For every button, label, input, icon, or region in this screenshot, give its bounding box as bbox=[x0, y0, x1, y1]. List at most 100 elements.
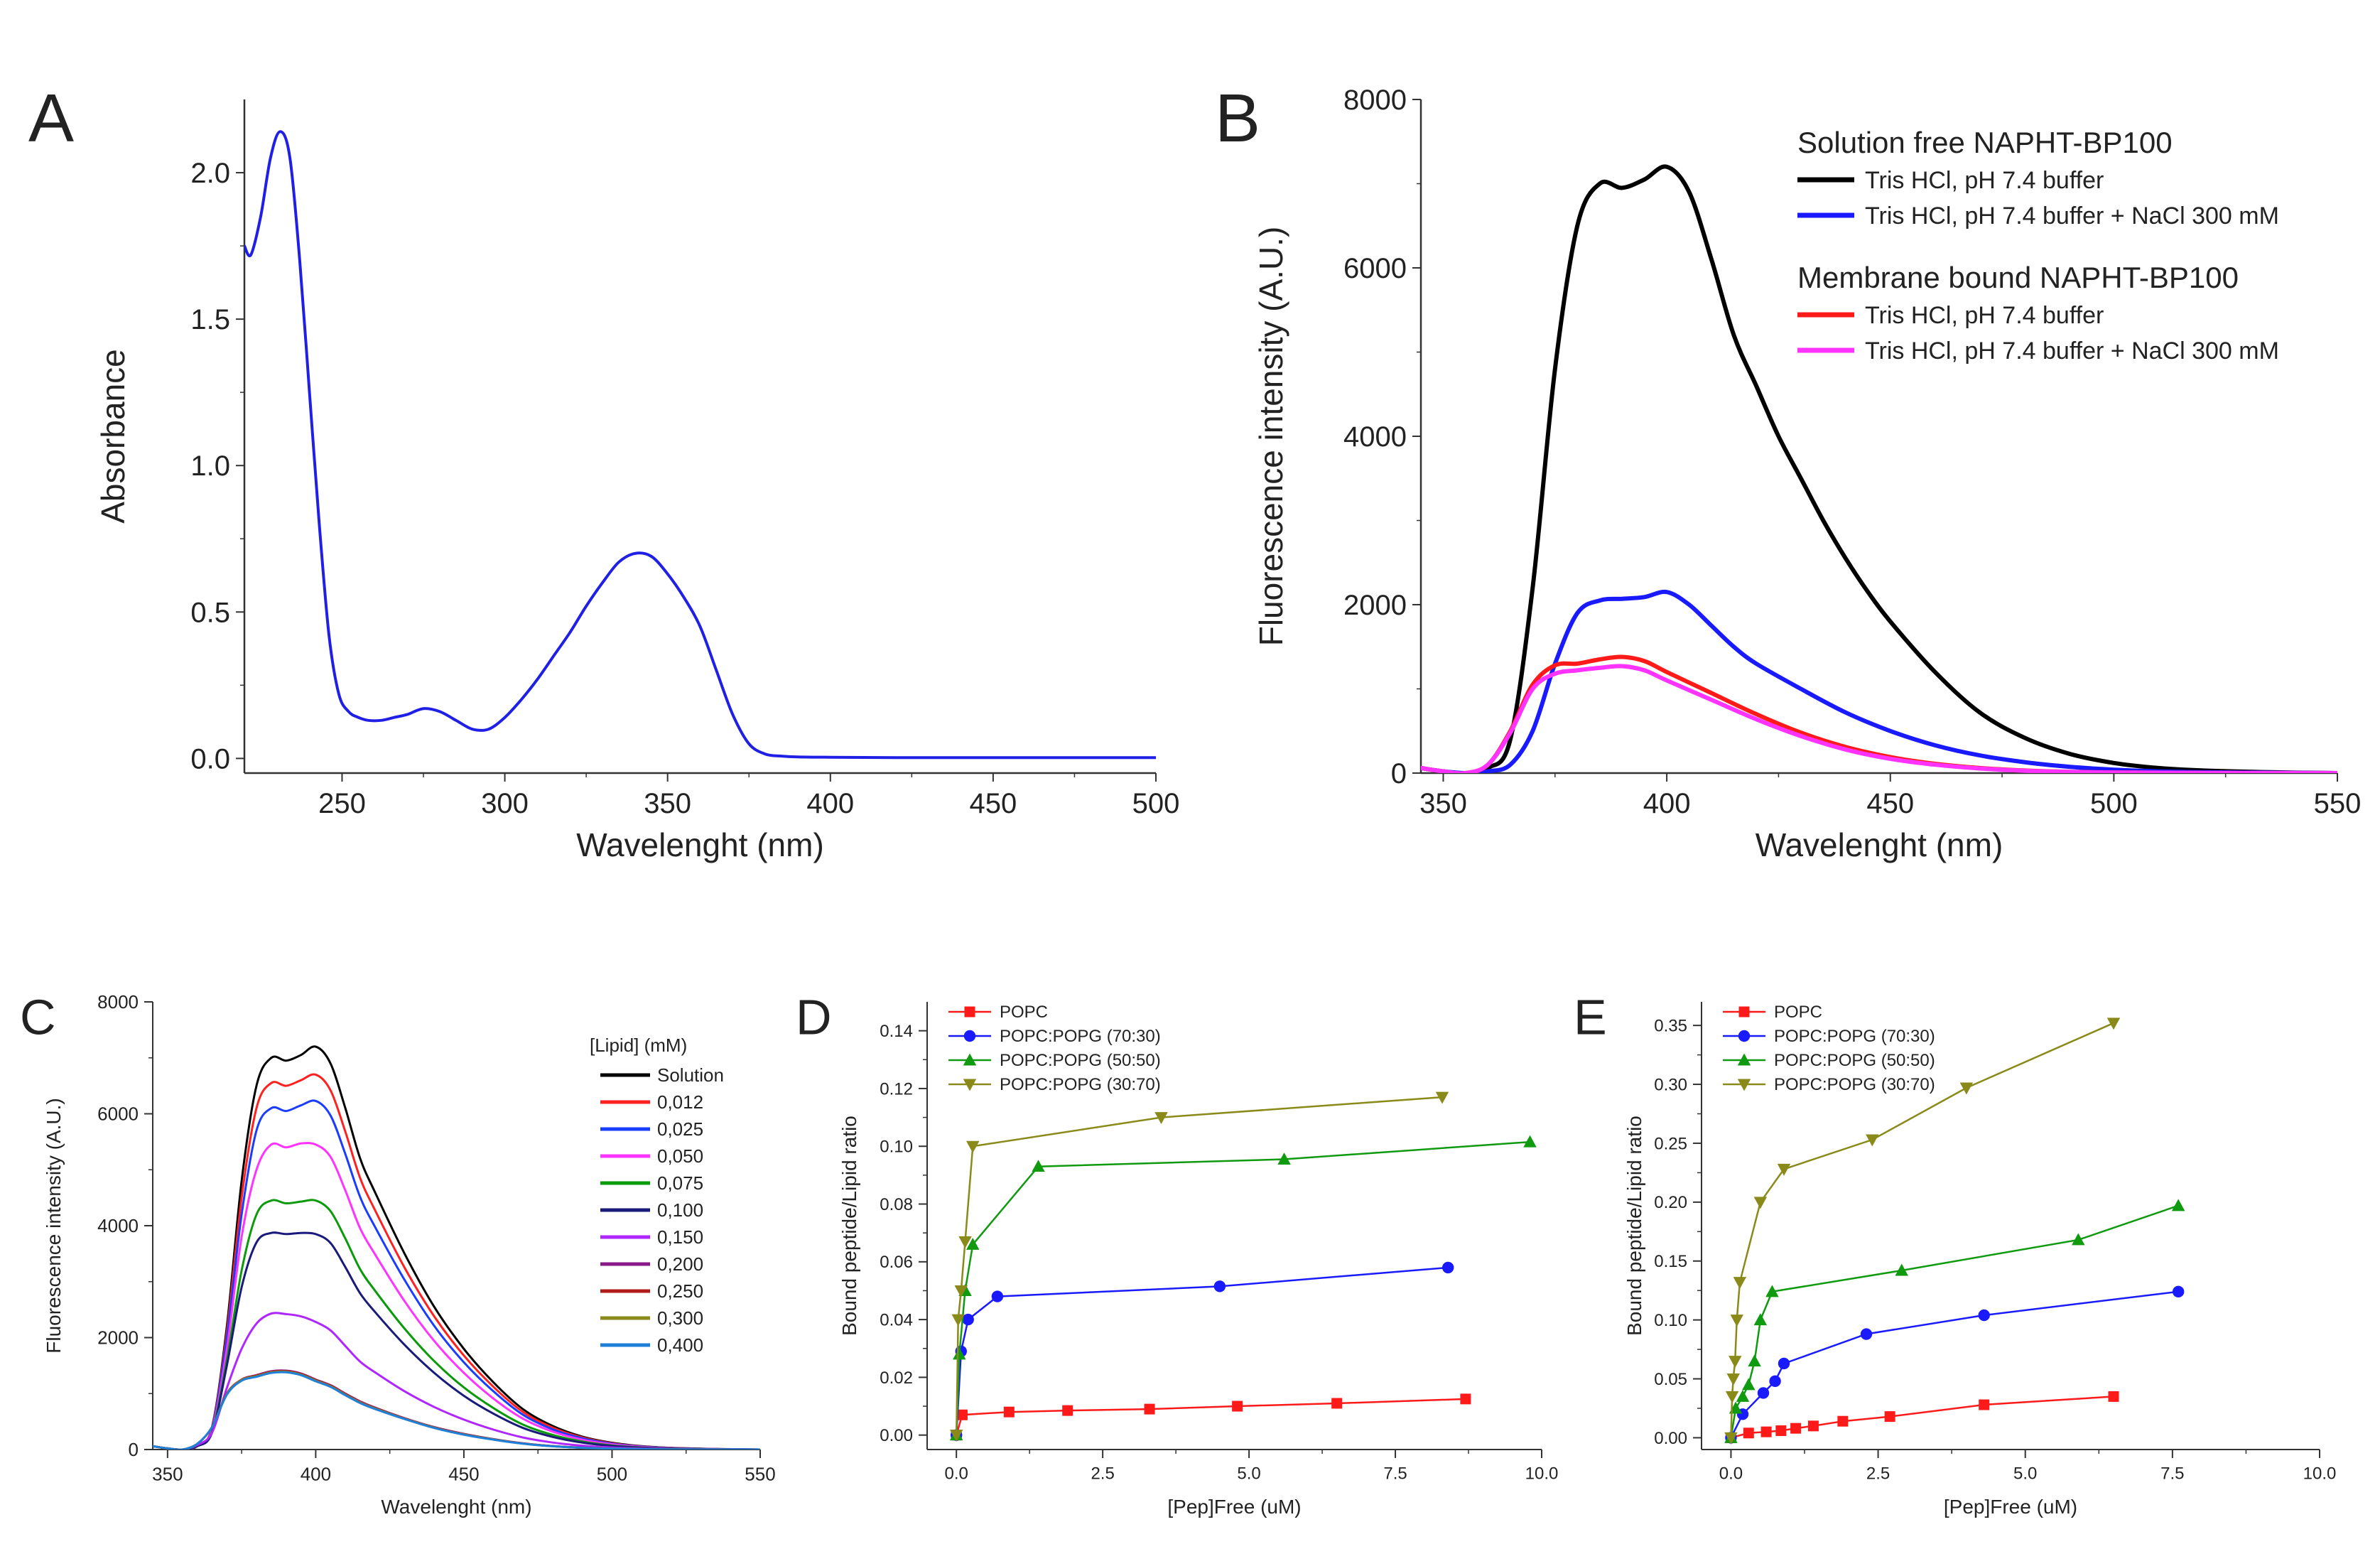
legend-item-label: 0,250 bbox=[657, 1280, 703, 1302]
x-tick-label: 550 bbox=[745, 1463, 775, 1484]
series-line-membrane-bound-tris-hcl-nacl-300-mm bbox=[1421, 664, 2337, 773]
data-point bbox=[1790, 1423, 1802, 1434]
data-point bbox=[1743, 1427, 1754, 1439]
x-tick-label: 500 bbox=[1132, 788, 1180, 819]
data-point bbox=[1895, 1263, 1908, 1276]
x-tick-label: 400 bbox=[301, 1463, 331, 1484]
y-axis-label: Fluorescence intensity (A.U.) bbox=[1253, 227, 1289, 647]
x-tick-label: 10.0 bbox=[2303, 1464, 2337, 1484]
legend-marker bbox=[963, 1030, 976, 1042]
y-tick-label: 0.05 bbox=[1654, 1370, 1687, 1389]
data-point bbox=[991, 1290, 1004, 1302]
x-tick-label: 450 bbox=[1866, 788, 1914, 819]
x-tick-label: 0.0 bbox=[1719, 1464, 1743, 1484]
series-line-popc bbox=[955, 1398, 1466, 1436]
data-point bbox=[958, 1236, 972, 1248]
legend-item-label: 0,300 bbox=[657, 1307, 703, 1329]
x-tick-label: 10.0 bbox=[1525, 1464, 1559, 1484]
series-line-popc-popg-70-30- bbox=[1730, 1290, 2179, 1438]
series-line-popc-popg-70-30- bbox=[955, 1266, 1449, 1435]
series-line-popc-popg-30-70- bbox=[955, 1096, 1443, 1435]
data-point bbox=[1757, 1387, 1770, 1399]
y-tick-label: 0.00 bbox=[880, 1426, 913, 1445]
panel-a: A 250 300 350 400 450 500 0.0 0.5 1.0 1.5 2.0 Wavele… bbox=[28, 80, 1179, 863]
legend-item-label: Tris HCl, pH 7.4 buffer + NaCl 300 mM bbox=[1865, 203, 2279, 230]
legend-item-label: POPC bbox=[1000, 1003, 1048, 1022]
data-point bbox=[1777, 1163, 1791, 1176]
data-point bbox=[1769, 1375, 1781, 1388]
series-line-0-300 bbox=[153, 1370, 760, 1450]
data-point bbox=[954, 1285, 968, 1297]
x-tick-label: 550 bbox=[2314, 788, 2362, 819]
data-point bbox=[1724, 1432, 1738, 1445]
data-point bbox=[2106, 1018, 2121, 1030]
legend-marker bbox=[1737, 1053, 1751, 1066]
data-point bbox=[1144, 1403, 1155, 1415]
data-point bbox=[1753, 1197, 1768, 1209]
legend-item-label: 0,100 bbox=[657, 1199, 703, 1221]
x-tick-label: 5.0 bbox=[1237, 1464, 1260, 1484]
data-point bbox=[1742, 1378, 1756, 1391]
legend-item-label: Solution bbox=[657, 1064, 724, 1086]
data-point bbox=[2072, 1233, 2085, 1246]
series-line-popc bbox=[1731, 1396, 2114, 1439]
data-point bbox=[1760, 1426, 1772, 1437]
x-tick-label: 5.0 bbox=[2013, 1464, 2037, 1484]
y-tick-label: 0.35 bbox=[1654, 1017, 1687, 1036]
series-group bbox=[1724, 1018, 2185, 1445]
x-tick-label: 2.5 bbox=[1866, 1464, 1890, 1484]
legend-marker bbox=[963, 1053, 977, 1066]
data-point bbox=[1748, 1354, 1761, 1367]
data-point bbox=[1726, 1373, 1740, 1386]
legend-item-label: 0,012 bbox=[657, 1091, 703, 1113]
legend-item-label: 0,075 bbox=[657, 1172, 703, 1194]
series-line-solution-free-tris-hcl bbox=[1421, 164, 2337, 773]
panel-e: E 0.0 2.5 5.0 7.5 10.0 0.00 0.05 0.10 0.15 0.20 0.2… bbox=[1574, 989, 2336, 1518]
x-tick-label: 350 bbox=[1419, 788, 1467, 819]
data-point bbox=[1277, 1153, 1291, 1165]
legend-marker bbox=[963, 1079, 977, 1091]
y-tick-label: 0.14 bbox=[880, 1022, 913, 1041]
x-tick-label: 2.5 bbox=[1091, 1464, 1114, 1484]
y-tick-label: 0.02 bbox=[880, 1369, 913, 1388]
y-tick-label: 0.30 bbox=[1654, 1075, 1687, 1094]
data-point bbox=[1979, 1399, 1990, 1410]
data-point bbox=[956, 1409, 968, 1420]
data-point bbox=[1837, 1415, 1849, 1427]
y-tick-label: 2.0 bbox=[190, 158, 230, 189]
data-point bbox=[953, 1347, 966, 1360]
data-point bbox=[1725, 1391, 1739, 1403]
x-tick-label: 300 bbox=[481, 788, 529, 819]
x-tick-label: 7.5 bbox=[1383, 1464, 1407, 1484]
data-point bbox=[1730, 1315, 1743, 1327]
data-point bbox=[1154, 1112, 1168, 1125]
panel-letter-a: A bbox=[28, 80, 74, 156]
data-point bbox=[1728, 1356, 1742, 1369]
y-tick-label: 0.0 bbox=[190, 743, 230, 774]
y-tick-label: 6000 bbox=[97, 1103, 139, 1125]
data-point bbox=[951, 1314, 965, 1327]
data-point bbox=[1460, 1393, 1471, 1405]
legend-marker bbox=[1737, 1079, 1751, 1091]
y-tick-label: 0 bbox=[129, 1439, 139, 1460]
y-tick-label: 0.12 bbox=[880, 1079, 913, 1099]
x-axis-label: Wavelenght (nm) bbox=[576, 826, 824, 863]
y-tick-label: 0.00 bbox=[1654, 1429, 1687, 1448]
panel-letter-e: E bbox=[1574, 989, 1607, 1045]
series-group bbox=[244, 130, 1156, 760]
x-tick-label: 450 bbox=[448, 1463, 479, 1484]
data-point bbox=[1003, 1406, 1015, 1418]
x-tick-label: 500 bbox=[597, 1463, 627, 1484]
data-point bbox=[1959, 1082, 1974, 1095]
x-axis-label: Wavelenght (nm) bbox=[1756, 826, 2003, 863]
y-tick-label: 0.08 bbox=[880, 1195, 913, 1214]
y-tick-label: 0.20 bbox=[1654, 1193, 1687, 1212]
x-tick-label: 350 bbox=[152, 1463, 183, 1484]
panel-c: C 350 400 450 500 550 0 2000 4000 6000 8000 Wavelen… bbox=[20, 989, 776, 1518]
series-line-solution-free-tris-hcl-nacl-300-mm bbox=[1421, 589, 2337, 773]
legend-group-heading: Solution free NAPHT-BP100 bbox=[1797, 126, 2173, 159]
panel-d: D 0.0 2.5 5.0 7.5 10.0 0.00 0.02 0.04 0.06 0.08 0.1… bbox=[796, 989, 1558, 1518]
data-point bbox=[1778, 1357, 1790, 1370]
data-point bbox=[1978, 1309, 1990, 1322]
